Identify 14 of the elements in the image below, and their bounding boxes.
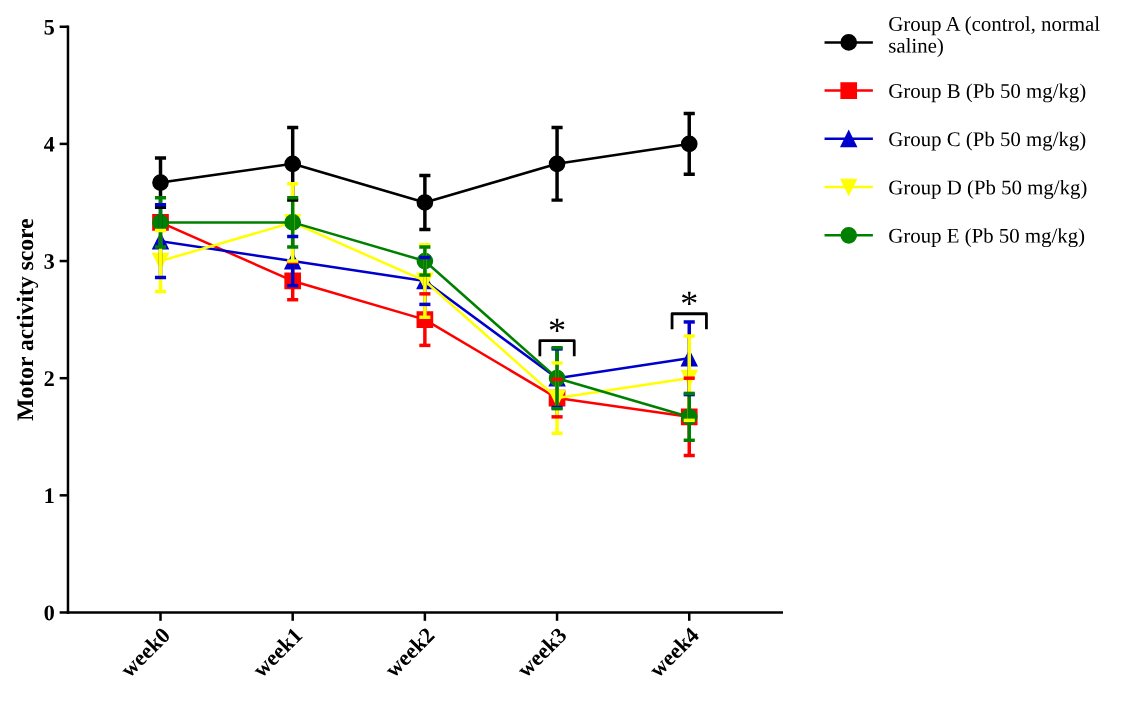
y-tick-label: 0 <box>44 605 54 621</box>
legend-label: Group D (Pb 50 mg/kg) <box>889 179 1087 199</box>
annotation: * <box>549 318 565 332</box>
y-axis-title: Motor activity score <box>16 219 39 421</box>
y-tick-label: 1 <box>45 488 54 504</box>
y-tick-label: 2 <box>44 371 54 386</box>
y-tick-label: 5 <box>44 19 54 35</box>
legend-label: Group C (Pb 50 mg/kg) <box>889 131 1086 151</box>
legend-label: Group A (control, normal saline) <box>889 16 1100 57</box>
legend-label: Group B (Pb 50 mg/kg) <box>889 83 1086 103</box>
annotation: * <box>681 291 697 306</box>
y-tick-label: 3 <box>44 254 55 269</box>
legend-label: Group E (Pb 50 mg/kg) <box>889 228 1085 248</box>
y-tick-label: 4 <box>43 136 55 152</box>
